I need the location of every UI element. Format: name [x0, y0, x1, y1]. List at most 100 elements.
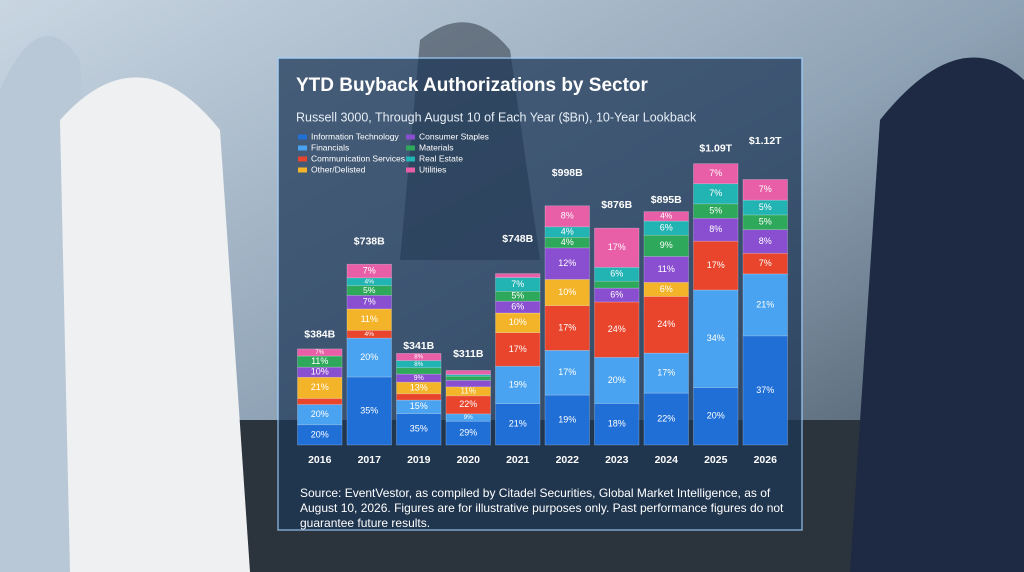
- segment-label: 24%: [608, 324, 626, 334]
- bar-segment: [346, 337, 392, 378]
- x-tick-label: 2019: [407, 454, 431, 466]
- person-right: [850, 57, 1024, 572]
- bar-segment: [297, 348, 343, 357]
- legend-label: Real Estate: [419, 153, 463, 163]
- x-tick-label: 2022: [556, 454, 580, 466]
- bar-segment: [643, 352, 689, 394]
- segment-label: 5%: [511, 291, 524, 301]
- segment-label: 35%: [410, 424, 428, 434]
- legend-label: Information Technology: [311, 131, 399, 141]
- segment-label: 8%: [414, 361, 423, 368]
- segment-label: 19%: [558, 414, 576, 424]
- bar-segment: [396, 393, 442, 401]
- legend-swatch: [298, 156, 307, 162]
- total-label: $738B: [354, 235, 385, 247]
- segment-label: 4%: [561, 226, 574, 236]
- bar-segment: [297, 355, 343, 368]
- total-label: $341B: [403, 340, 434, 352]
- segment-label: 11%: [361, 314, 378, 324]
- segment-label: 11%: [461, 386, 476, 395]
- segment-label: 17%: [707, 260, 725, 270]
- segment-label: 4%: [561, 237, 574, 247]
- segment-label: 7%: [315, 349, 324, 356]
- segment-label: 6%: [660, 284, 673, 294]
- segment-label: 20%: [608, 375, 626, 385]
- segment-label: 6%: [511, 301, 524, 311]
- segment-label: 7%: [759, 184, 772, 194]
- segment-label: 19%: [509, 379, 527, 389]
- segment-label: 8%: [561, 211, 574, 221]
- bar-segment: [495, 365, 541, 404]
- bar-segment: [445, 379, 491, 388]
- legend-label: Other/Delisted: [311, 164, 366, 174]
- segment-label: 29%: [459, 427, 477, 437]
- total-label: $1.09T: [699, 143, 732, 155]
- legend-swatch: [298, 145, 307, 151]
- segment-label: 7%: [511, 279, 524, 289]
- total-label: $998B: [552, 167, 583, 179]
- segment-label: 10%: [558, 287, 576, 297]
- bar-segment: [742, 273, 788, 337]
- person-woman: [60, 77, 250, 572]
- segment-label: 22%: [459, 399, 477, 409]
- segment-label: 34%: [707, 333, 725, 343]
- segment-label: 15%: [410, 401, 428, 411]
- x-tick-label: 2017: [358, 454, 382, 466]
- bar-segment: [544, 279, 590, 306]
- segment-label: 4%: [364, 331, 374, 338]
- segment-label: 11%: [311, 356, 328, 366]
- bar-segment: [594, 301, 640, 358]
- total-label: $311B: [453, 348, 484, 360]
- legend-label: Financials: [311, 142, 349, 152]
- bar-segment: [445, 370, 491, 375]
- bar-segment: [495, 332, 541, 367]
- segment-label: 7%: [363, 297, 376, 307]
- x-tick-label: 2023: [605, 454, 629, 466]
- bar-segment: [297, 398, 343, 405]
- bar-segment: [544, 205, 590, 228]
- x-tick-label: 2021: [506, 454, 530, 466]
- bar-segment: [544, 394, 590, 446]
- bar-segment: [643, 256, 689, 283]
- segment-label: 20%: [360, 352, 378, 362]
- segment-label: 35%: [360, 405, 378, 415]
- segment-label: 8%: [414, 354, 423, 361]
- segment-label: 18%: [608, 419, 626, 429]
- segment-label: 10%: [509, 317, 527, 327]
- bar-segment: [693, 387, 739, 446]
- total-label: $895B: [651, 194, 682, 206]
- segment-label: 11%: [658, 264, 675, 274]
- legend-label: Consumer Staples: [419, 131, 489, 141]
- bar-segment: [396, 367, 442, 375]
- x-tick-label: 2020: [457, 454, 481, 466]
- chart-subtitle: Russell 3000, Through August 10 of Each …: [296, 110, 697, 124]
- segment-label: 13%: [410, 382, 428, 392]
- source-note: Source: EventVestor, as compiled by Cita…: [300, 486, 784, 530]
- segment-label: 17%: [608, 242, 626, 252]
- bar-segment: [693, 163, 739, 185]
- legend-swatch: [298, 134, 307, 140]
- bar-segment: [594, 403, 640, 446]
- segment-label: 4%: [660, 211, 673, 221]
- segment-label: 22%: [657, 413, 675, 423]
- segment-label: 21%: [311, 382, 329, 392]
- bar-segment: [495, 273, 541, 278]
- bar-segment: [396, 353, 442, 361]
- segment-label: 24%: [657, 319, 675, 329]
- segment-label: 7%: [709, 168, 722, 178]
- bar-segment: [693, 289, 739, 388]
- segment-label: 6%: [660, 222, 673, 232]
- segment-label: 7%: [759, 258, 772, 268]
- segment-label: 6%: [610, 289, 623, 299]
- chart-title: YTD Buyback Authorizations by Sector: [296, 75, 649, 96]
- segment-label: 5%: [759, 217, 772, 227]
- segment-label: 7%: [363, 265, 376, 275]
- segment-label: 5%: [759, 202, 772, 212]
- segment-label: 17%: [509, 344, 527, 354]
- bar-segment: [742, 179, 788, 201]
- legend-label: Utilities: [419, 164, 446, 174]
- bar-segment: [544, 350, 590, 396]
- legend-swatch: [406, 167, 415, 173]
- segment-label: 5%: [709, 205, 722, 215]
- bar-segment: [346, 263, 392, 279]
